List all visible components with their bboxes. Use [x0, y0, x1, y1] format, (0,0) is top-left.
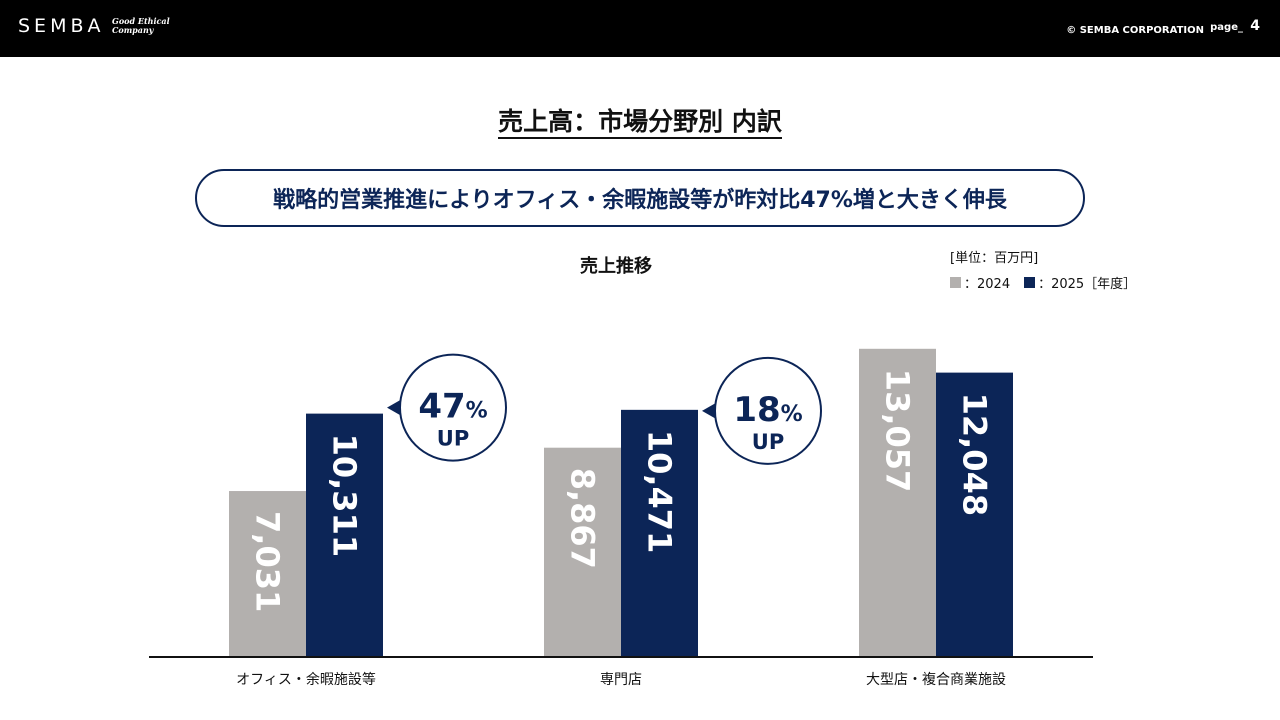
bar-2025-0: [306, 413, 383, 657]
bar-value-label: 7,031: [249, 511, 287, 612]
growth-up-label: UP: [752, 430, 784, 454]
growth-up-label: UP: [437, 427, 469, 451]
bar-2025-2: [936, 372, 1013, 657]
legend-swatch-2024: [950, 277, 961, 288]
bar-value-label: 10,311: [326, 434, 364, 557]
bubble-pointer: [387, 399, 401, 416]
copyright: © SEMBA CORPORATION: [1066, 25, 1204, 36]
growth-percent-sign: %: [781, 402, 803, 427]
chart-legend: ：2024 ：2025［年度］: [950, 273, 1136, 292]
unit-label: [単位：百万円]: [950, 251, 1039, 266]
bubble-pointer: [702, 402, 716, 419]
category-label: 専門店: [600, 672, 642, 688]
page-label: page_: [1210, 22, 1243, 33]
bar-value-label: 8,867: [564, 468, 602, 569]
legend-swatch-2025: [1024, 277, 1036, 288]
header-bar: SEMBA Good Ethical Company © SEMBA CORPO…: [0, 0, 1280, 57]
slide-title: 売上高：市場分野別 内訳: [0, 102, 1280, 139]
bar-value-label: 12,048: [956, 393, 994, 516]
highlight-banner: 戦略的営業推進によりオフィス・余暇施設等が昨対比47%増と大きく伸長: [195, 169, 1085, 227]
tagline-line-2: Company: [112, 25, 154, 35]
semba-logo: SEMBA: [18, 15, 105, 37]
bar-2024-2: [859, 348, 936, 657]
growth-percent: 47%: [418, 387, 487, 427]
legend-label-2025: ：2025［年度］: [1038, 277, 1137, 292]
bar-value-label: 13,057: [879, 369, 917, 492]
chart-title: 売上推移: [580, 256, 652, 277]
page-number: 4: [1250, 18, 1260, 34]
bar-value-label: 10,471: [641, 430, 679, 553]
logo-tagline: Good Ethical Company: [112, 17, 170, 35]
bar-2025-1: [621, 409, 698, 657]
growth-percent-number: 47: [418, 387, 465, 427]
growth-percent-number: 18: [733, 390, 780, 430]
tagline-line-1: Good Ethical: [112, 16, 170, 26]
category-label: オフィス・余暇施設等: [236, 671, 376, 688]
growth-percent-sign: %: [466, 399, 488, 424]
slide-title-text: 売上高：市場分野別 内訳: [498, 107, 782, 139]
category-label: 大型店・複合商業施設: [866, 671, 1006, 688]
growth-percent: 18%: [733, 390, 802, 430]
legend-label-2024: ：2024: [964, 277, 1011, 292]
bar-2024-0: [229, 491, 306, 657]
bar-2024-1: [544, 447, 621, 657]
